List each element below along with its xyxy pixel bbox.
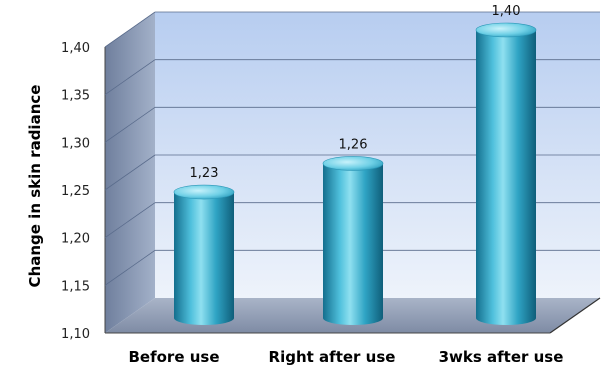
y-axis-label: Change in skin radiance bbox=[26, 85, 44, 288]
bar-top bbox=[322, 156, 384, 171]
chart-floor-edge bbox=[549, 297, 601, 334]
y-tick-labels: 1,10 1,15 1,20 1,25 1,30 1,35 1,40 bbox=[61, 41, 90, 342]
grid-line-side bbox=[104, 202, 156, 238]
bar-body bbox=[476, 30, 536, 325]
grid-line-side bbox=[104, 107, 156, 143]
category-labels: Before use Right after use 3wks after use bbox=[128, 348, 563, 366]
y-tick-label: 1,10 bbox=[61, 327, 90, 342]
y-tick-label: 1,15 bbox=[61, 279, 90, 294]
bar bbox=[475, 22, 537, 325]
grid-line-side bbox=[104, 154, 156, 191]
grid-line-side bbox=[104, 250, 156, 286]
data-label: 1,26 bbox=[339, 137, 368, 152]
data-labels: 1,23 1,26 1,40 bbox=[190, 4, 521, 181]
grid-line-side bbox=[104, 11, 156, 48]
y-tick-label: 1,35 bbox=[61, 89, 90, 104]
y-tick-label: 1,40 bbox=[61, 41, 90, 56]
bars bbox=[173, 22, 537, 325]
bar-top bbox=[173, 184, 235, 200]
grid-line-side bbox=[104, 59, 156, 95]
category-label: Before use bbox=[128, 348, 219, 366]
data-label: 1,23 bbox=[190, 166, 219, 181]
y-tick-label: 1,30 bbox=[61, 136, 90, 151]
category-label: Right after use bbox=[269, 348, 396, 366]
bar bbox=[322, 156, 384, 325]
y-tick-label: 1,20 bbox=[61, 232, 90, 247]
category-label: 3wks after use bbox=[439, 348, 564, 366]
bar-top bbox=[475, 22, 537, 38]
bar bbox=[173, 184, 235, 325]
bar-body bbox=[323, 163, 383, 325]
y-tick-label: 1,25 bbox=[61, 184, 90, 199]
bar-body bbox=[174, 192, 234, 325]
data-label: 1,40 bbox=[492, 4, 521, 19]
